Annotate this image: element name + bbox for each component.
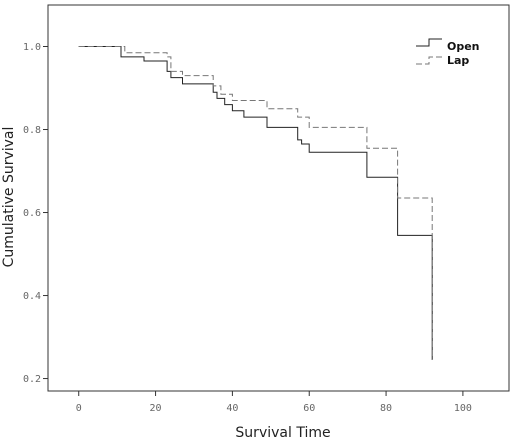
- y-tick-label: 0.2: [23, 374, 41, 385]
- y-tick-label: 0.4: [23, 291, 41, 302]
- y-tick-label: 1.0: [23, 42, 41, 53]
- x-tick-label: 100: [454, 403, 472, 414]
- x-tick-label: 60: [303, 403, 315, 414]
- y-axis-ticks: 0.2 0.4 0.6 0.8 1.0: [23, 42, 48, 385]
- y-tick-label: 0.6: [23, 208, 41, 219]
- x-tick-label: 80: [380, 403, 392, 414]
- legend-lap-label: Lap: [447, 54, 469, 67]
- x-axis-ticks: 0 20 40 60 80 100: [76, 391, 472, 414]
- series-layer: [78, 46, 433, 360]
- y-axis-title: Cumulative Survival: [1, 127, 17, 268]
- x-tick-label: 0: [76, 403, 82, 414]
- legend-open-symbol: [416, 38, 442, 47]
- plot-frame: [47, 4, 510, 392]
- legend-item-lap: Lap: [416, 54, 469, 67]
- series-line-open: [78, 46, 433, 360]
- x-tick-label: 40: [226, 403, 238, 414]
- y-tick-label: 0.8: [23, 125, 41, 136]
- legend-open-label: Open: [447, 40, 480, 53]
- x-axis-title: Survival Time: [235, 425, 330, 438]
- series-line-lap: [78, 46, 433, 360]
- legend: Open Lap: [416, 38, 480, 67]
- x-tick-label: 20: [150, 403, 162, 414]
- legend-item-open: Open: [416, 38, 480, 53]
- legend-lap-symbol: [416, 56, 442, 65]
